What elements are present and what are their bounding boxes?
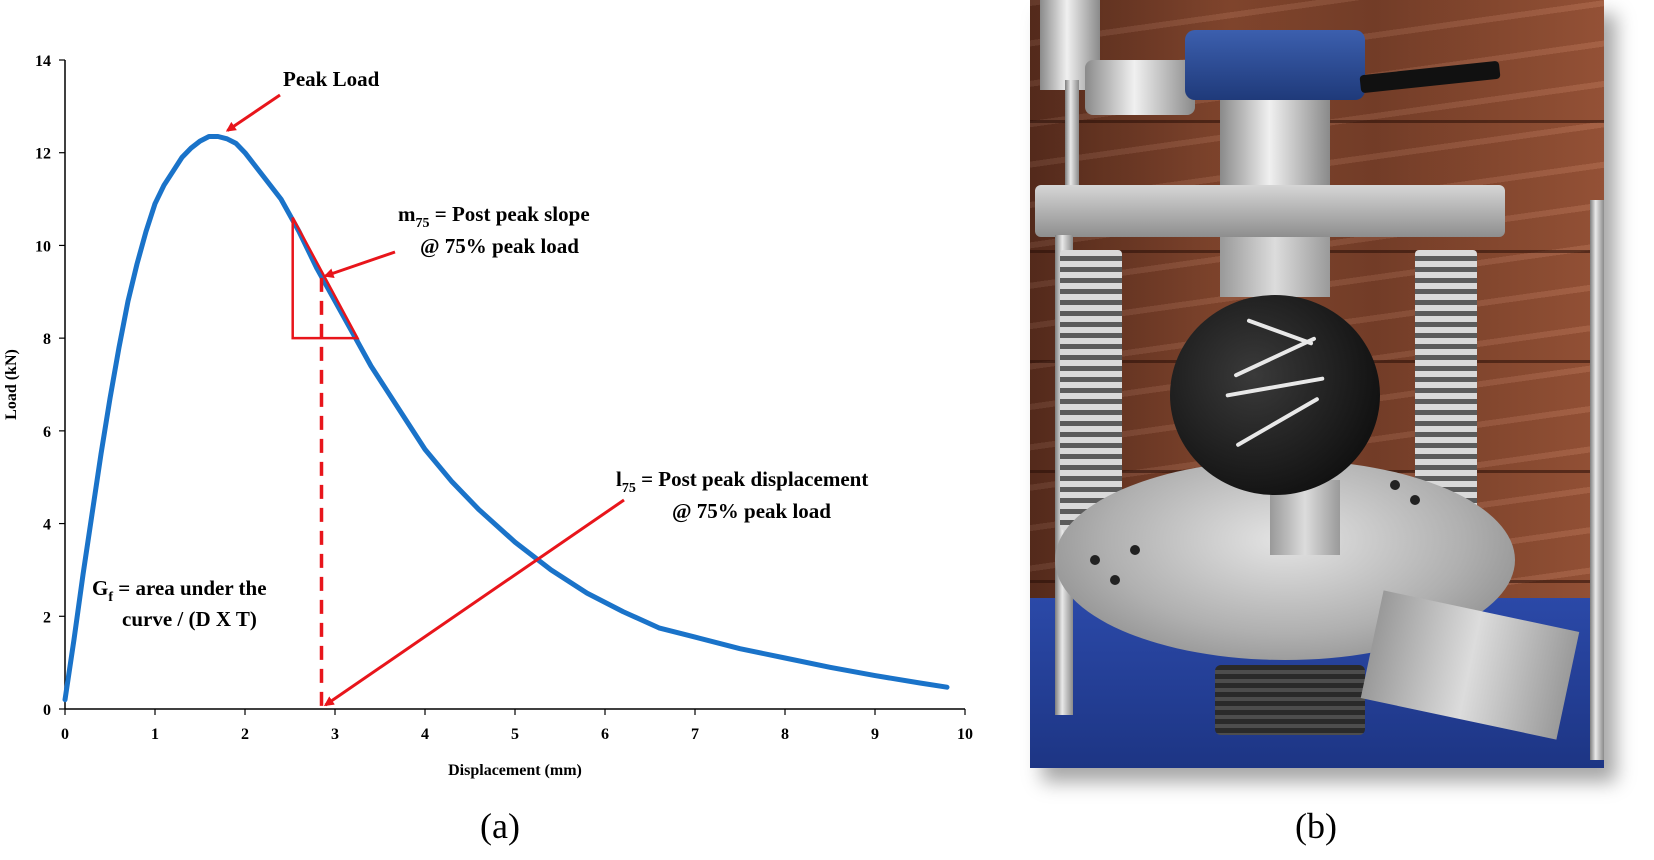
x-axis-label: Displacement (mm) <box>448 762 582 779</box>
y-tick-label: 14 <box>35 53 51 70</box>
m75-label-line1: m75 = Post peak slope <box>398 202 590 231</box>
y-tick-label: 0 <box>43 702 51 719</box>
m75-arrow <box>323 250 396 279</box>
chart-annotations: Peak Load m75 = Post peak slope @ 75% peak… <box>92 67 868 707</box>
x-tick-label: 8 <box>781 726 789 743</box>
y-axis-label: Load (kN) <box>3 349 20 420</box>
loading-strip-top <box>1220 237 1330 297</box>
y-tick-label: 8 <box>43 331 51 348</box>
peak-arrow <box>225 93 281 132</box>
x-tick-label: 4 <box>421 726 429 743</box>
x-tick-label: 3 <box>331 726 339 743</box>
x-tick-label: 9 <box>871 726 879 743</box>
y-tick-label: 12 <box>35 146 51 163</box>
x-tick-label: 6 <box>601 726 609 743</box>
l75-label-line1: l75 = Post peak displacement <box>616 467 868 496</box>
slope-triangle <box>291 217 360 340</box>
x-tick-label: 7 <box>691 726 699 743</box>
peak-load-label: Peak Load <box>283 67 380 91</box>
series-line <box>62 134 950 703</box>
y-tick-label: 6 <box>43 424 51 441</box>
panel-label-a: (a) <box>480 806 520 846</box>
chart-series <box>62 134 950 703</box>
upper-crosshead-plate <box>1035 185 1505 237</box>
load-displacement-chart: Displacement (mm)Load (kN) 0 1 2 3 4 5 6 7 8 9 100… <box>3 53 973 779</box>
top-loading-head <box>1185 30 1365 100</box>
x-tick-label: 0 <box>61 726 69 743</box>
x-tick-label: 1 <box>151 726 159 743</box>
y-tick-label: 10 <box>35 238 51 255</box>
test-apparatus-photo <box>1030 0 1604 768</box>
y-tick-label: 4 <box>43 517 51 534</box>
l75-label-line2: @ 75% peak load <box>672 499 831 523</box>
x-tick-label: 5 <box>511 726 519 743</box>
chart-axes: Displacement (mm) Load (kN) <box>3 60 965 779</box>
panel-label-b: (b) <box>1295 806 1337 846</box>
asphalt-specimen <box>1170 295 1380 495</box>
left-spring <box>1060 250 1122 530</box>
gf-label-line1: Gf = area under the <box>92 576 267 605</box>
m75-label-line2: @ 75% peak load <box>420 234 579 258</box>
y-tick-label: 2 <box>43 609 51 626</box>
l75-arrow <box>323 498 625 707</box>
x-tick-label: 2 <box>241 726 249 743</box>
lower-screw <box>1215 665 1365 735</box>
x-tick-label: 10 <box>957 726 973 743</box>
gf-label-line2: curve / (D X T) <box>122 607 257 631</box>
